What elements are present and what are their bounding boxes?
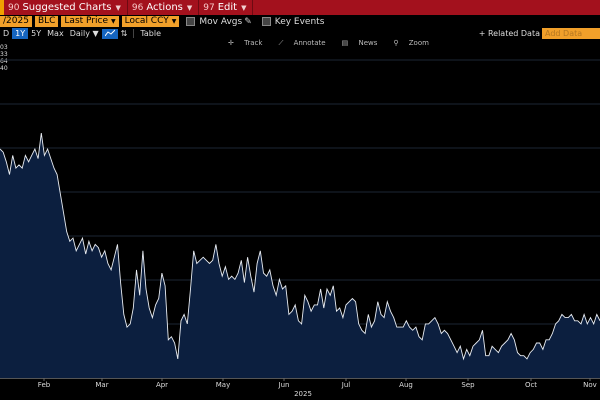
toolbar-divider [133,29,135,38]
x-tick-label: Nov [583,381,597,389]
caret-down-icon: ▼ [171,18,177,25]
x-tick-label: Jun [278,381,290,389]
security-field[interactable]: BLC [34,16,59,27]
x-tick-label: Feb [38,381,51,389]
menu-number: 97 [203,2,215,13]
caret-down-icon: ▼ [115,3,121,12]
zoom-button[interactable]: ⚲ Zoom [393,39,437,48]
related-data-button[interactable]: + Related Data [478,29,540,38]
currency-label: Local CCY [124,16,169,26]
range-1y[interactable]: 1Y [12,28,29,39]
range-5y[interactable]: 5Y [31,29,42,38]
y-tick-label: 64 [0,58,8,65]
price-field-select[interactable]: Last Price ▼ [61,16,119,27]
news-button[interactable]: ▤ News [342,39,386,48]
x-tick-label: May [216,381,230,389]
line-chart-icon[interactable] [101,28,118,39]
pen-icon: ⟋ [278,39,284,47]
date-range-field[interactable]: /2025 [0,16,32,27]
x-tick-label: Jul [341,381,351,389]
x-tick-label: Apr [156,381,168,389]
caret-down-icon: ▼ [92,29,99,38]
currency-select[interactable]: Local CCY ▼ [121,16,180,27]
menu-bar-accent [0,0,4,15]
menu-label: Edit [217,2,238,13]
x-tick-label: Oct [525,381,537,389]
key-events-label: Key Events [274,16,325,27]
annotate-button[interactable]: ⟋ Annotate [278,39,333,48]
y-tick-label: 33 [0,51,8,58]
price-area [0,133,600,378]
table-button[interactable]: Table [140,29,162,38]
y-axis-labels: 03 33 64 40 [0,44,8,72]
x-tick-label: Aug [399,381,413,389]
price-line [0,133,600,361]
mov-avgs-checkbox[interactable] [186,17,196,26]
menu-actions[interactable]: 96 Actions ▼ [128,0,200,15]
x-tick-label: Sep [461,381,475,389]
range-d[interactable]: D [3,29,10,38]
menu-bar: 90 Suggested Charts ▼ 96 Actions ▼ 97 Ed… [0,0,600,15]
key-events-checkbox[interactable] [261,17,271,26]
menu-suggested-charts[interactable]: 90 Suggested Charts ▼ [4,0,128,15]
mov-avgs-label: Mov Avgs [199,16,243,27]
y-tick-label: 03 [0,44,8,51]
caret-down-icon: ▼ [241,3,247,12]
bar-type-icon[interactable]: ⇅ [120,29,128,38]
frequency-select[interactable]: Daily ▼ [67,28,102,39]
chart-subtools: ✛ Track ⟋ Annotate ▤ News ⚲ Zoom [228,39,445,48]
menu-label: Actions [146,2,183,13]
menu-number: 90 [8,2,20,13]
magnifier-icon: ⚲ [393,39,399,47]
add-data-input[interactable]: Add Data [542,28,600,39]
range-max[interactable]: Max [47,29,64,38]
news-label: News [358,39,378,47]
price-field-label: Last Price [64,16,108,26]
crosshair-icon: ✛ [228,39,234,47]
x-tick-label: Mar [95,381,108,389]
x-axis-ticks: Feb Mar Apr May Jun Jul Aug Sep Oct Nov [38,378,597,389]
pencil-icon[interactable]: ✎ [244,16,252,27]
menu-label: Suggested Charts [22,2,112,13]
parameter-row: /2025 BLC Last Price ▼ Local CCY ▼ Mov Avg… [0,15,600,28]
menu-edit[interactable]: 97 Edit ▼ [199,0,254,15]
track-label: Track [244,39,263,47]
news-icon: ▤ [341,39,349,47]
zoom-label: Zoom [408,39,429,47]
y-tick-label: 40 [0,65,8,72]
frequency-label: Daily [69,29,90,38]
chart-toolbar: D 1Y 5Y Max Daily ▼ ⇅ Table + Related Da… [0,28,600,39]
caret-down-icon: ▼ [186,3,193,12]
track-button[interactable]: ✛ Track [228,39,270,48]
caret-down-icon: ▼ [111,18,116,25]
menu-number: 96 [131,2,144,13]
x-axis-year-label: 2025 [294,390,312,398]
annotate-label: Annotate [293,39,326,47]
